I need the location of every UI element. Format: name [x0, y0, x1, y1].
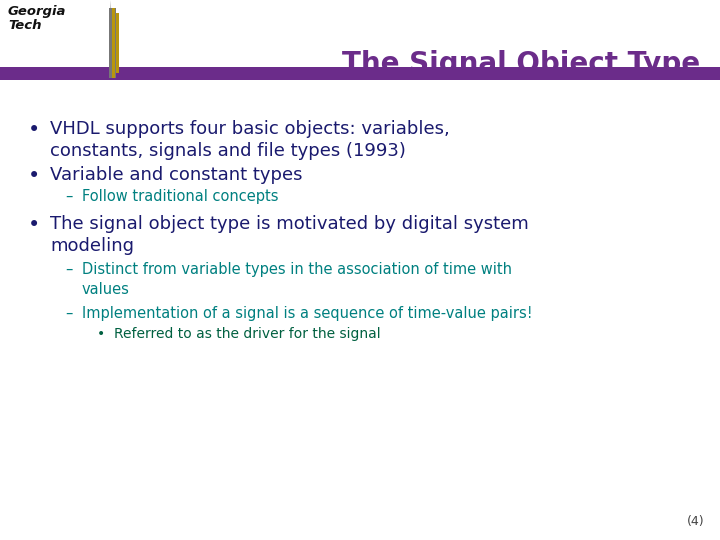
- Text: VHDL supports four basic objects: variables,: VHDL supports four basic objects: variab…: [50, 120, 450, 138]
- Text: –: –: [65, 306, 73, 321]
- Bar: [116, 13, 119, 73]
- Text: Follow traditional concepts: Follow traditional concepts: [82, 189, 279, 204]
- Text: Georgia: Georgia: [8, 5, 66, 18]
- Text: •: •: [28, 120, 40, 140]
- Text: constants, signals and file types (1993): constants, signals and file types (1993): [50, 142, 406, 160]
- Text: Tech: Tech: [8, 19, 42, 32]
- Text: The signal object type is motivated by digital system: The signal object type is motivated by d…: [50, 215, 528, 233]
- Bar: [112, 8, 115, 78]
- Text: The Signal Object Type: The Signal Object Type: [342, 50, 700, 78]
- Text: (4): (4): [688, 515, 705, 528]
- Bar: [109, 8, 116, 78]
- Text: modeling: modeling: [50, 237, 134, 255]
- Polygon shape: [110, 0, 114, 30]
- Text: Distinct from variable types in the association of time with: Distinct from variable types in the asso…: [82, 262, 512, 277]
- Text: –: –: [65, 262, 73, 277]
- Text: •: •: [97, 327, 105, 341]
- Text: Implementation of a signal is a sequence of time-value pairs!: Implementation of a signal is a sequence…: [82, 306, 533, 321]
- Text: •: •: [28, 215, 40, 235]
- Text: –: –: [65, 189, 73, 204]
- Text: values: values: [82, 282, 130, 297]
- Text: Variable and constant types: Variable and constant types: [50, 166, 302, 184]
- Bar: [0, 67, 720, 80]
- Text: •: •: [28, 166, 40, 186]
- Text: Referred to as the driver for the signal: Referred to as the driver for the signal: [114, 327, 381, 341]
